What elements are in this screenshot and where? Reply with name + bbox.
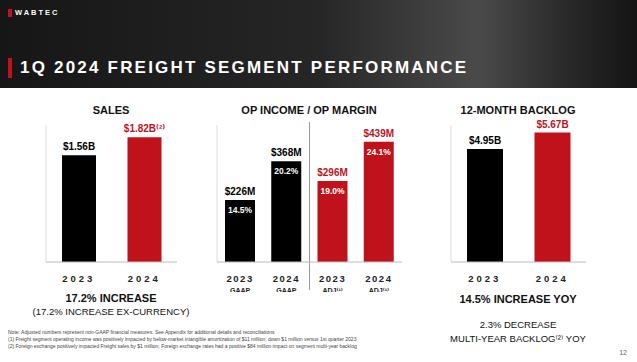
html-text:12: 12	[619, 349, 627, 356]
svg-text:2023: 2023	[319, 273, 346, 284]
svg-text:2024: 2024	[536, 273, 569, 284]
svg-text:$1.56B: $1.56B	[63, 141, 95, 152]
html-text:OP INCOME / OP MARGIN: OP INCOME / OP MARGIN	[241, 104, 377, 116]
svg-text:2024: 2024	[128, 273, 161, 284]
html-text:(2) Foreign exchange positivel: (2) Foreign exchange positively impacted…	[8, 343, 357, 349]
svg-text:$368M: $368M	[271, 147, 302, 158]
html-text:WABTEC: WABTEC	[15, 8, 60, 17]
svg-text:$5.67B: $5.67B	[536, 119, 568, 130]
svg-text:GAAP: GAAP	[230, 287, 251, 292]
html-text:17.2% INCREASE: 17.2% INCREASE	[65, 292, 157, 304]
svg-text:ADJ⁽¹⁾: ADJ⁽¹⁾	[322, 287, 342, 292]
html-text:14.5% INCREASE YOY: 14.5% INCREASE YOY	[459, 293, 577, 305]
svg-text:20.2%: 20.2%	[274, 166, 299, 176]
svg-text:2023: 2023	[468, 273, 501, 284]
svg-text:14.5%: 14.5%	[228, 205, 253, 215]
svg-text:$226M: $226M	[225, 186, 256, 197]
html-text:1Q 2024 FREIGHT SEGMENT PERFOR: 1Q 2024 FREIGHT SEGMENT PERFORMANCE	[20, 58, 469, 77]
svg-text:ADJ⁽¹⁾: ADJ⁽¹⁾	[369, 287, 389, 292]
svg-text:$4.95B: $4.95B	[469, 135, 501, 146]
svg-text:24.1%: 24.1%	[367, 147, 392, 157]
html-text:(1) Freight segment operating: (1) Freight segment operating income was…	[8, 336, 357, 342]
html-text:12-MONTH BACKLOG: 12-MONTH BACKLOG	[460, 104, 576, 116]
svg-text:2023: 2023	[227, 273, 254, 284]
svg-text:2024: 2024	[365, 273, 392, 284]
html-text:2.3% DECREASE: 2.3% DECREASE	[479, 319, 557, 330]
svg-text:2023: 2023	[62, 273, 95, 284]
html-text:SALES: SALES	[92, 104, 130, 116]
svg-text:$439M: $439M	[363, 128, 394, 139]
html-text:MULTI-YEAR BACKLOG⁽²⁾ YOY: MULTI-YEAR BACKLOG⁽²⁾ YOY	[450, 333, 586, 344]
svg-text:19.0%: 19.0%	[320, 186, 345, 196]
svg-text:$296M: $296M	[317, 167, 348, 178]
svg-text:$1.82B⁽²⁾: $1.82B⁽²⁾	[124, 123, 165, 134]
html-text:Note: Adjusted numbers represe: Note: Adjusted numbers represent non-GAA…	[8, 329, 275, 335]
html-text:(17.2% INCREASE EX-CURRENCY): (17.2% INCREASE EX-CURRENCY)	[32, 306, 190, 317]
svg-text:2024: 2024	[273, 273, 300, 284]
svg-text:GAAP: GAAP	[276, 287, 297, 292]
